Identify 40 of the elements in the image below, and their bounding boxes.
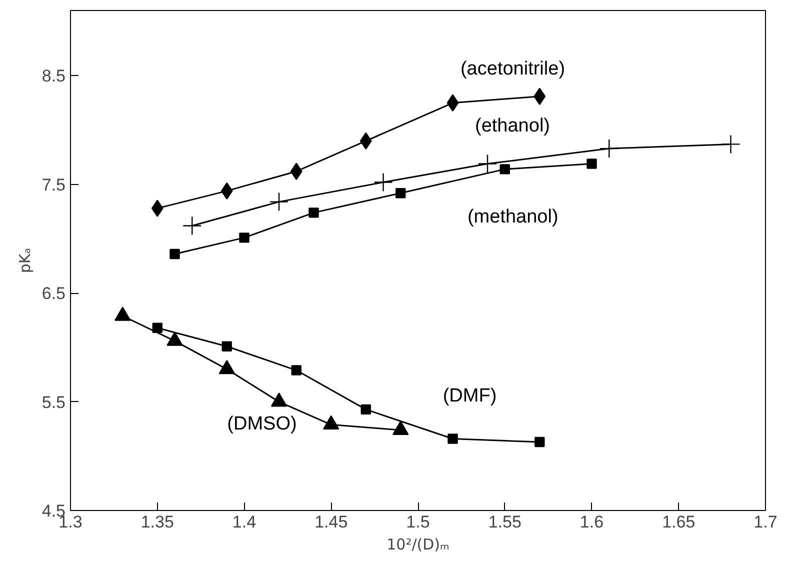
series-label: (DMF) — [442, 385, 497, 406]
series-label: (DMSO) — [227, 413, 297, 434]
y-axis-title: pKₐ — [16, 248, 34, 274]
x-axis-title: 10²/(D)ₘ — [386, 536, 450, 554]
point — [269, 192, 289, 212]
point — [222, 341, 232, 352]
x-tick-label: 1.55 — [488, 512, 522, 532]
point — [586, 158, 597, 169]
y-tick-label: 8.5 — [42, 66, 66, 86]
series-label: (methanol) — [467, 206, 558, 228]
y-tick-label: 5.5 — [42, 392, 66, 412]
point — [534, 436, 545, 448]
point — [291, 365, 302, 376]
x-tick-label: 1.35 — [140, 512, 174, 532]
point — [600, 138, 619, 158]
x-tick-label: 1.45 — [314, 512, 348, 532]
point — [308, 208, 319, 218]
point — [151, 200, 164, 217]
x-tick-label: 1.6 — [580, 512, 604, 532]
series-label: (ethanol) — [475, 115, 550, 136]
point — [534, 88, 546, 105]
point — [290, 162, 302, 180]
point — [478, 154, 498, 174]
x-tick-label: 1.4 — [232, 512, 256, 532]
x-tick-label: 1.65 — [662, 512, 696, 532]
y-tick-label: 6.5 — [42, 284, 66, 304]
point — [182, 216, 202, 236]
point — [374, 172, 393, 192]
point — [396, 188, 406, 198]
x-tick-label: 1.7 — [754, 512, 778, 532]
point — [721, 134, 740, 154]
point — [239, 232, 250, 243]
point — [500, 164, 510, 174]
point — [446, 94, 459, 112]
point — [170, 248, 180, 260]
point — [360, 404, 371, 415]
point — [448, 434, 458, 444]
y-tick-label: 7.5 — [42, 175, 66, 194]
series-label: (acetonitrile) — [460, 58, 566, 80]
x-tick-label: 1.5 — [406, 512, 430, 532]
